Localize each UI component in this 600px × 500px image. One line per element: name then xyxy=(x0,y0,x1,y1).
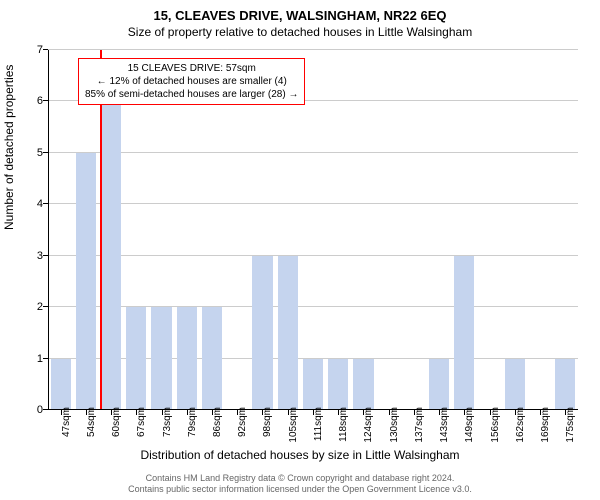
x-tick-mark xyxy=(187,410,188,415)
x-tick-mark xyxy=(136,410,137,415)
x-tick-mark xyxy=(464,410,465,415)
x-tick-label: 156sqm xyxy=(490,407,501,443)
bar xyxy=(303,359,323,410)
plot-area: 01234567 47sqm54sqm60sqm67sqm73sqm79sqm8… xyxy=(48,50,578,410)
x-tick-label: 47sqm xyxy=(61,407,72,437)
x-tick-label: 67sqm xyxy=(136,407,147,437)
x-tick-label: 111sqm xyxy=(313,407,324,441)
x-tick-mark xyxy=(490,410,491,415)
x-tick-mark xyxy=(540,410,541,415)
bar xyxy=(101,101,121,410)
callout-line1: 15 CLEAVES DRIVE: 57sqm xyxy=(85,62,298,75)
x-tick-label: 143sqm xyxy=(439,407,450,443)
bar xyxy=(353,359,373,410)
x-tick-mark xyxy=(363,410,364,415)
histogram-chart: 15, CLEAVES DRIVE, WALSINGHAM, NR22 6EQ … xyxy=(0,0,600,500)
y-tick-label: 5 xyxy=(28,147,43,159)
x-tick-label: 175sqm xyxy=(565,407,576,443)
x-tick-label: 86sqm xyxy=(212,407,223,437)
x-tick-mark xyxy=(61,410,62,415)
footer-line2: Contains public sector information licen… xyxy=(0,484,600,496)
y-tick-label: 2 xyxy=(28,301,43,313)
x-tick-label: 92sqm xyxy=(237,407,248,437)
callout-line3: 85% of semi-detached houses are larger (… xyxy=(85,88,298,101)
bar-slot: 118sqm xyxy=(326,50,351,410)
y-tick-label: 7 xyxy=(28,44,43,56)
y-tick-label: 0 xyxy=(28,404,43,416)
bar-slot: 156sqm xyxy=(477,50,502,410)
bar-slot: 137sqm xyxy=(401,50,426,410)
y-tick-label: 1 xyxy=(28,353,43,365)
bar xyxy=(278,256,298,410)
bar xyxy=(151,307,171,410)
x-tick-label: 130sqm xyxy=(389,407,400,443)
y-axis-label: Number of detached properties xyxy=(2,65,16,230)
x-tick-mark xyxy=(212,410,213,415)
bar xyxy=(505,359,525,410)
x-tick-mark xyxy=(86,410,87,415)
x-tick-mark xyxy=(389,410,390,415)
bar-slot: 162sqm xyxy=(502,50,527,410)
chart-subtitle: Size of property relative to detached ho… xyxy=(0,23,600,39)
x-tick-label: 124sqm xyxy=(363,407,374,443)
x-tick-label: 98sqm xyxy=(262,407,273,437)
bar xyxy=(454,256,474,410)
x-tick-mark xyxy=(565,410,566,415)
x-tick-mark xyxy=(262,410,263,415)
x-tick-mark xyxy=(288,410,289,415)
bar-slot: 130sqm xyxy=(376,50,401,410)
bar xyxy=(429,359,449,410)
bar xyxy=(177,307,197,410)
x-axis-label: Distribution of detached houses by size … xyxy=(0,448,600,462)
chart-title: 15, CLEAVES DRIVE, WALSINGHAM, NR22 6EQ xyxy=(0,0,600,23)
x-tick-mark xyxy=(439,410,440,415)
bar-slot: 47sqm xyxy=(48,50,73,410)
x-tick-label: 137sqm xyxy=(414,407,425,443)
bar-slot: 169sqm xyxy=(527,50,552,410)
x-axis xyxy=(48,409,578,410)
bar-slot: 149sqm xyxy=(452,50,477,410)
y-axis xyxy=(48,50,49,410)
x-tick-label: 60sqm xyxy=(111,407,122,437)
y-tick-label: 6 xyxy=(28,95,43,107)
bar-slot: 143sqm xyxy=(427,50,452,410)
x-tick-label: 118sqm xyxy=(338,407,349,442)
x-tick-label: 169sqm xyxy=(540,407,551,443)
x-tick-label: 105sqm xyxy=(288,407,299,443)
x-tick-mark xyxy=(313,410,314,415)
bar xyxy=(252,256,272,410)
x-tick-mark xyxy=(237,410,238,415)
footer-line1: Contains HM Land Registry data © Crown c… xyxy=(0,473,600,485)
bar xyxy=(51,359,71,410)
y-tick-label: 3 xyxy=(28,250,43,262)
x-tick-mark xyxy=(338,410,339,415)
bar-slot: 175sqm xyxy=(553,50,578,410)
callout-box: 15 CLEAVES DRIVE: 57sqm ← 12% of detache… xyxy=(78,58,305,105)
bar xyxy=(555,359,575,410)
y-tick-label: 4 xyxy=(28,198,43,210)
x-tick-mark xyxy=(515,410,516,415)
x-tick-label: 54sqm xyxy=(86,407,97,437)
x-tick-mark xyxy=(111,410,112,415)
bar xyxy=(126,307,146,410)
x-tick-label: 73sqm xyxy=(162,407,173,437)
bar-slot: 124sqm xyxy=(351,50,376,410)
x-tick-label: 149sqm xyxy=(464,407,475,443)
x-tick-mark xyxy=(414,410,415,415)
footer: Contains HM Land Registry data © Crown c… xyxy=(0,473,600,496)
bar xyxy=(328,359,348,410)
callout-line2: ← 12% of detached houses are smaller (4) xyxy=(85,75,298,88)
x-tick-mark xyxy=(162,410,163,415)
bar xyxy=(76,153,96,410)
x-tick-label: 79sqm xyxy=(187,407,198,437)
x-tick-label: 162sqm xyxy=(515,407,526,443)
bar xyxy=(202,307,222,410)
